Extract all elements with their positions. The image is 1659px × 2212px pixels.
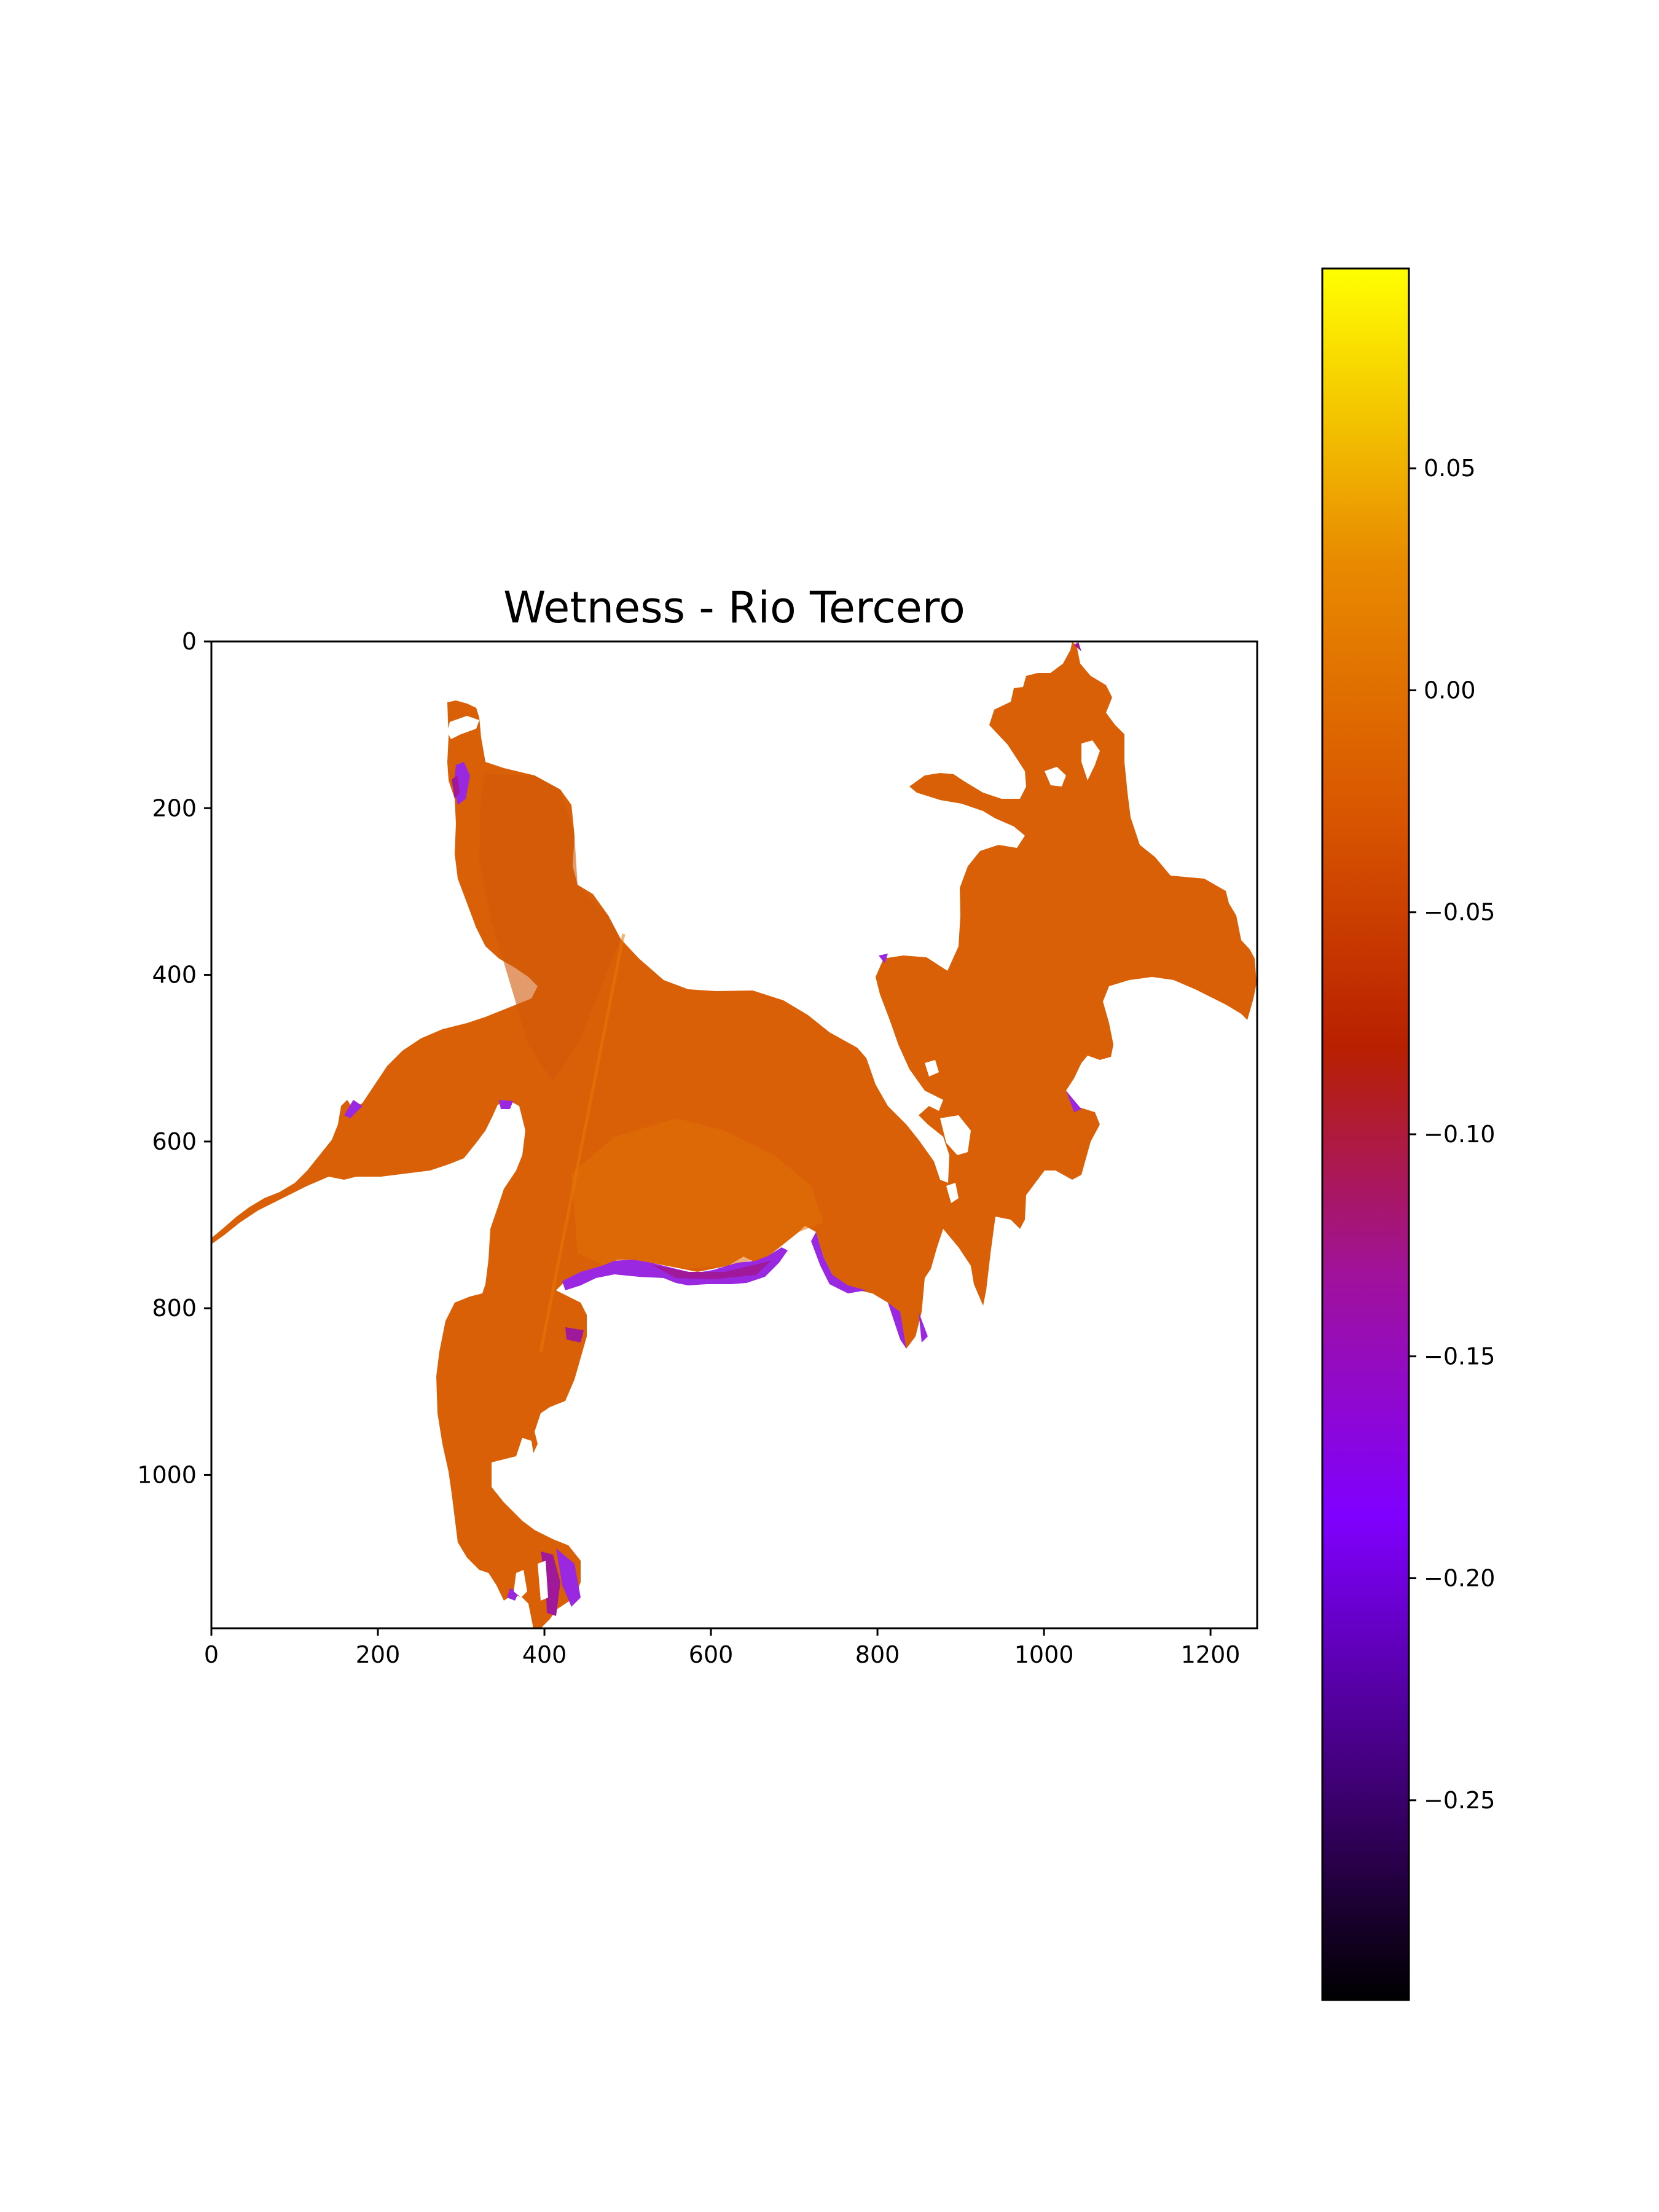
y-tick-label: 600 (152, 1128, 197, 1155)
y-tick-label: 200 (152, 794, 197, 822)
colorbar-tick-label: 0.05 (1424, 455, 1476, 482)
x-axis: 0 200 400 600 800 1000 1200 (204, 1628, 1241, 1668)
x-tick-label: 1200 (1181, 1641, 1241, 1668)
colorbar-tick-label: −0.25 (1424, 1787, 1495, 1814)
x-tick-label: 1000 (1014, 1641, 1074, 1668)
y-tick-label: 0 (182, 628, 197, 655)
colorbar-tick-label: 0.00 (1424, 677, 1476, 704)
colorbar-tick-label: −0.15 (1424, 1343, 1495, 1370)
colorbar-tick-label: −0.05 (1424, 899, 1495, 926)
y-tick-label: 400 (152, 962, 197, 989)
colorbar-tick-label: −0.10 (1424, 1121, 1495, 1148)
colorbar-tick-label: −0.20 (1424, 1565, 1495, 1592)
y-tick-label: 800 (152, 1295, 197, 1322)
x-tick-label: 800 (855, 1641, 900, 1668)
y-axis: 0 200 400 600 800 1000 (137, 628, 211, 1488)
colorbar (1322, 269, 1409, 2000)
x-tick-label: 0 (204, 1641, 219, 1668)
y-tick-label: 1000 (137, 1461, 197, 1488)
x-tick-label: 200 (356, 1641, 401, 1668)
chart-title: Wetness - Rio Tercero (503, 582, 965, 633)
x-tick-label: 400 (522, 1641, 567, 1668)
colorbar-axis: 0.05 0.00 −0.05 −0.10 −0.15 −0.20 −0.25 (1409, 455, 1495, 1814)
x-tick-label: 600 (689, 1641, 734, 1668)
heatmap-image (211, 642, 1257, 1628)
